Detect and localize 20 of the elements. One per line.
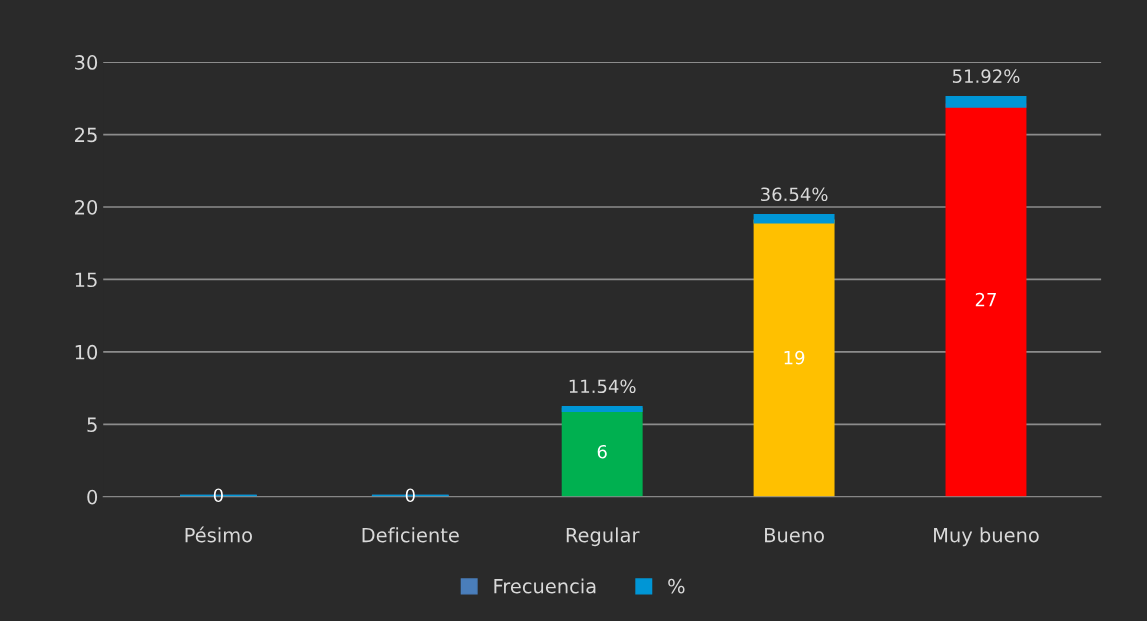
x-tick-label: Pésimo	[185, 526, 252, 543]
y-tick-label: 10	[75, 344, 98, 360]
data-label: 36.54%	[761, 187, 828, 202]
data-label: 51.92%	[952, 69, 1020, 83]
x-tick-label: Deficiente	[362, 527, 459, 543]
data-label: 19	[784, 350, 805, 365]
y-tick-label: 5	[87, 417, 97, 433]
y-tick-label: 15	[75, 272, 97, 288]
x-tick-label: Regular	[566, 527, 640, 547]
legend-label: Frecuencia	[494, 578, 596, 594]
data-label: 27	[975, 292, 996, 307]
x-tick-label: Bueno	[765, 527, 824, 543]
data-label: 6	[597, 444, 607, 459]
x-tick-label: Muy bueno	[934, 527, 1039, 547]
y-tick-label: 25	[75, 127, 97, 143]
data-label: 11.54%	[569, 379, 636, 394]
y-tick-label: 30	[75, 55, 98, 70]
y-tick-label: 20	[75, 199, 98, 215]
y-tick-label: 0	[87, 489, 98, 505]
legend-label: %	[668, 578, 685, 594]
